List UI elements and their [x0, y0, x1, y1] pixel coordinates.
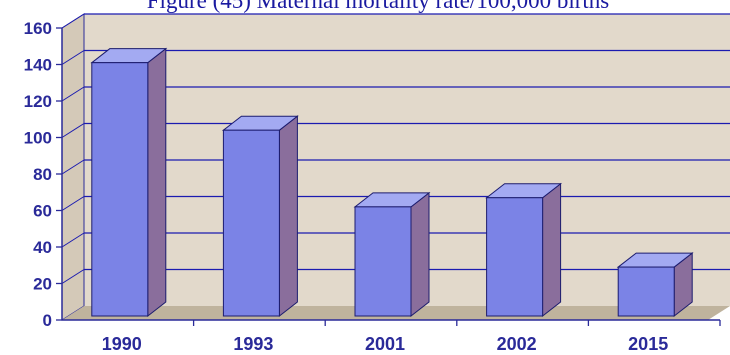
bar-side [147, 47, 167, 318]
y-axis-tick-labels: 0 20 40 60 80 100 120 140 160 [24, 19, 52, 330]
chart-title: Figure (45) Maternal mortality rate/100,… [147, 0, 609, 13]
x-category-label: 2015 [628, 334, 668, 354]
bar-2002 [485, 182, 563, 318]
y-tick-label: 100 [24, 129, 52, 148]
y-tick-label: 120 [24, 92, 52, 111]
bar-1993 [221, 115, 299, 318]
bar-front [486, 197, 544, 317]
x-category-label: 2001 [365, 334, 405, 354]
gridline-depth [61, 86, 85, 102]
bar-1990 [90, 47, 168, 318]
bar-side [410, 191, 430, 318]
y-tick-label: 40 [33, 238, 52, 257]
gridline-depth [61, 50, 85, 65]
x-category-label: 1990 [102, 334, 142, 354]
x-axis-category-labels: 1990 1993 2001 2002 2015 [102, 334, 668, 354]
gridlines [61, 13, 730, 284]
y-tick-label: 80 [33, 165, 52, 184]
gridline-depth [61, 159, 85, 175]
y-tick-label: 160 [24, 19, 52, 38]
y-tick-label: 20 [33, 275, 52, 294]
gridline-depth [61, 13, 85, 29]
y-tick-label: 60 [33, 202, 52, 221]
gridline-depth [61, 232, 85, 248]
gridline-depth [61, 196, 85, 211]
y-tick-label: 0 [43, 311, 52, 330]
bar-front [617, 266, 675, 317]
axes [56, 27, 721, 326]
bar-side [542, 182, 562, 318]
y-tick-label: 140 [24, 56, 52, 75]
x-category-label: 1993 [233, 334, 273, 354]
gridline-depth [61, 269, 85, 284]
bar-side [278, 115, 298, 318]
bar-2001 [353, 191, 431, 318]
bar-front [91, 62, 149, 317]
gridline-depth [61, 123, 85, 138]
x-category-label: 2002 [497, 334, 537, 354]
bar-front [222, 129, 280, 317]
bars [90, 47, 694, 318]
bar-2015 [616, 252, 694, 318]
bar-front [354, 206, 412, 317]
